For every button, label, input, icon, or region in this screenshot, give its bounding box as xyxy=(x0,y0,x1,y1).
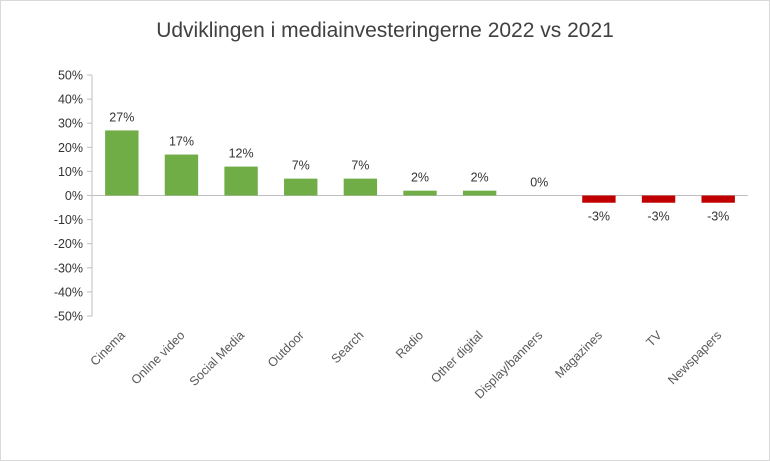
data-label: 27% xyxy=(109,110,134,124)
bar-magazines xyxy=(582,195,616,203)
category-label: Outdoor xyxy=(265,328,307,370)
category-label: Newspapers xyxy=(665,328,724,387)
data-label: -3% xyxy=(588,210,610,224)
category-label: Magazines xyxy=(552,328,605,381)
data-label: 2% xyxy=(471,171,489,185)
y-tick-label: 30% xyxy=(58,117,83,131)
chart-title: Udviklingen i mediainvesteringerne 2022 … xyxy=(156,19,614,42)
y-tick-label: 20% xyxy=(58,141,83,155)
data-label: 17% xyxy=(169,135,194,149)
data-label: 2% xyxy=(411,171,429,185)
bar-other-digital xyxy=(462,190,497,196)
y-tick-label: -50% xyxy=(54,310,83,324)
category-label: Social Media xyxy=(187,328,248,389)
data-labels: 27% 17% 12% 7% 7% 2% 2% 0% -3% -3% -3% xyxy=(109,110,729,223)
y-tick-label: -40% xyxy=(54,285,83,299)
category-label: Online video xyxy=(129,328,188,387)
bar-series xyxy=(105,130,735,203)
y-tick-label: -10% xyxy=(54,213,83,227)
category-label: TV xyxy=(643,328,665,350)
y-tick-label: 10% xyxy=(58,165,83,179)
data-label: 0% xyxy=(530,176,548,190)
category-label: Cinema xyxy=(88,328,128,368)
y-axis: 50% 40% 30% 20% 10% 0% -10% -20% -30% -40% -50% xyxy=(54,69,93,324)
bar-online-video xyxy=(164,154,199,196)
data-label: 12% xyxy=(229,147,254,161)
bar-outdoor xyxy=(284,178,318,196)
category-labels: Cinema Online video Social Media Outdoor Sea… xyxy=(88,328,725,402)
bar-cinema xyxy=(105,130,139,196)
data-label: 7% xyxy=(351,159,369,173)
bar-radio xyxy=(403,190,437,196)
data-label: 7% xyxy=(292,159,310,173)
data-label: -3% xyxy=(707,210,729,224)
bar-tv xyxy=(641,195,676,203)
y-tick-label: 40% xyxy=(58,93,83,107)
bar-search xyxy=(343,178,378,196)
y-tick-label: -30% xyxy=(54,261,83,275)
category-label: Search xyxy=(329,328,367,366)
y-tick-label: 0% xyxy=(65,189,83,203)
y-tick-label: 50% xyxy=(58,69,83,83)
bar-newspapers xyxy=(701,195,735,203)
data-label: -3% xyxy=(647,210,669,224)
category-label: Radio xyxy=(393,328,426,361)
category-label: Other digital xyxy=(428,328,486,386)
y-tick-label: -20% xyxy=(54,237,83,251)
bar-social-media xyxy=(224,166,258,196)
